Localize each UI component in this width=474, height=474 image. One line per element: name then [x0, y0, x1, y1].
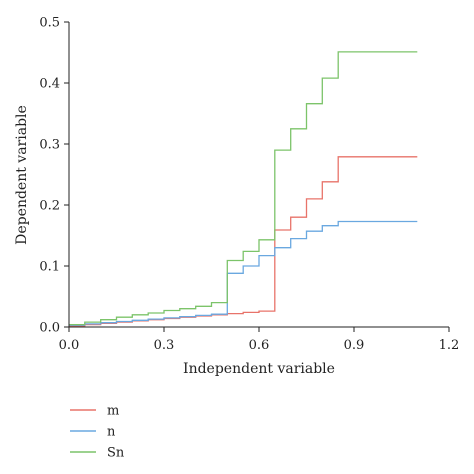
x-tick-label: 1.2	[439, 338, 460, 353]
y-tick-label: 0.1	[39, 260, 60, 275]
x-tick-label: 0.6	[249, 338, 270, 353]
x-tick-label: 0.0	[59, 338, 80, 353]
legend-label-n: n	[107, 425, 116, 440]
axes	[68, 22, 449, 328]
y-tick-label: 0.4	[39, 77, 60, 92]
plot-series	[69, 51, 418, 327]
legend-label-sn: Sn	[107, 446, 125, 461]
y-tick-label: 0.3	[39, 138, 60, 153]
ticks: 0.0 0.3 0.6 0.9 1.2 0.0 0.1 0.2 0.3 0.4 0.5	[39, 16, 459, 354]
x-tick-label: 0.3	[154, 338, 175, 353]
y-axis-title: Dependent variable	[14, 105, 30, 245]
legend: mn Sn	[70, 404, 125, 461]
x-tick-label: 0.9	[344, 338, 365, 353]
series-line-n	[69, 220, 418, 326]
x-axis-title: Independent variable	[183, 361, 335, 377]
series-line-m	[69, 156, 418, 327]
y-tick-label: 0.5	[39, 16, 60, 31]
series-line-sn	[69, 51, 418, 326]
legend-label-m: m	[107, 404, 119, 419]
y-tick-label: 0.0	[39, 321, 60, 336]
y-tick-label: 0.2	[39, 199, 60, 214]
